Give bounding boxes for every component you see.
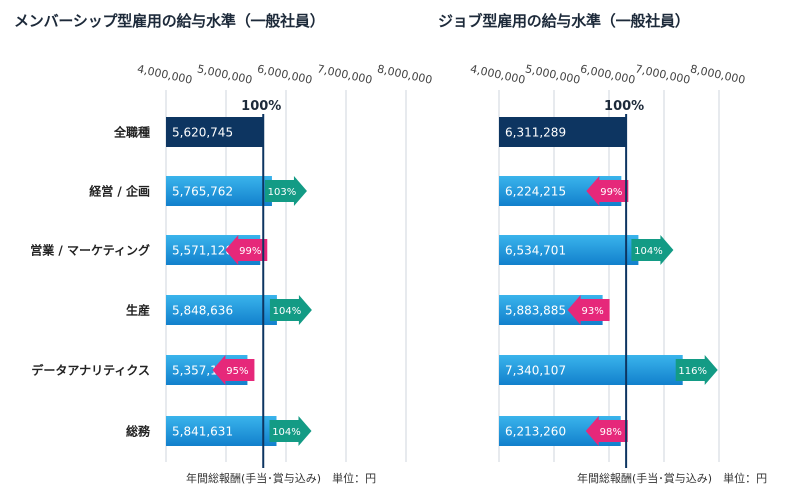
- reference-label: 100%: [604, 99, 644, 114]
- value-label-4: 7,340,107: [505, 364, 566, 378]
- x-tick-label-1: 5,000,000: [196, 62, 253, 86]
- bar-5: [166, 416, 277, 446]
- category-label-3: 生産: [126, 303, 150, 318]
- value-label-0: 5,620,745: [172, 126, 233, 140]
- value-label-2: 5,571,128: [172, 244, 233, 258]
- arrow-up-icon-3: [269, 295, 312, 325]
- ratio-label-2: 99%: [239, 246, 261, 257]
- bar-0: [166, 117, 264, 147]
- value-label-1: 6,224,215: [505, 185, 566, 199]
- category-label-2: 営業 / マーケティング: [30, 243, 150, 258]
- arrow-up-icon-2: [631, 235, 674, 265]
- chart-membership: 4,000,000 5,000,000 6,000,000 7,000,000 8,00…: [30, 62, 433, 468]
- ratio-label-2: 104%: [634, 246, 663, 257]
- x-tick-label-3: 7,000,000: [634, 62, 691, 86]
- unit-note-job: 年間総報酬(手当･賞与込み) 単位：円: [577, 472, 768, 485]
- category-label-5: 総務: [126, 424, 151, 439]
- arrow-up-icon-1: [264, 176, 307, 206]
- reference-label: 100%: [241, 99, 281, 114]
- bar-1: [166, 176, 272, 206]
- arrow-down-icon-1: [586, 176, 629, 206]
- value-label-5: 6,213,260: [505, 425, 566, 439]
- arrow-down-icon-5: [585, 416, 628, 446]
- x-tick-label-3: 7,000,000: [316, 62, 373, 86]
- value-label-1: 5,765,762: [172, 185, 233, 199]
- x-tick-label-0: 4,000,000: [469, 62, 526, 86]
- chart-title-job: ジョブ型雇用の給与水準（一般社員）: [438, 12, 690, 30]
- unit-note-membership: 年間総報酬(手当･賞与込み) 単位：円: [186, 472, 377, 485]
- x-tick-label-2: 6,000,000: [579, 62, 636, 86]
- category-label-4: データアナリティクス: [31, 363, 150, 378]
- x-tick-label-0: 4,000,000: [136, 62, 193, 86]
- arrow-down-icon-4: [212, 355, 255, 385]
- ratio-label-1: 103%: [268, 187, 297, 198]
- arrow-down-icon-2: [225, 235, 268, 265]
- x-tick-label-4: 8,000,000: [689, 62, 746, 86]
- value-label-3: 5,883,885: [505, 304, 566, 318]
- ratio-label-3: 93%: [581, 306, 603, 317]
- chart-job: 4,000,0005,000,0006,000,0007,000,0008,00…: [469, 62, 746, 468]
- ratio-label-4: 95%: [226, 366, 248, 377]
- bar-4: [499, 355, 683, 385]
- bar-0: [499, 117, 627, 147]
- x-tick-label-1: 5,000,000: [524, 62, 581, 86]
- value-label-5: 5,841,631: [172, 425, 233, 439]
- ratio-label-5: 104%: [272, 427, 301, 438]
- chart-title-membership: メンバーシップ型雇用の給与水準（一般社員）: [14, 12, 325, 30]
- x-tick-label-2: 6,000,000: [256, 62, 313, 86]
- ratio-label-1: 99%: [600, 187, 622, 198]
- category-label-0: 全職種: [113, 125, 150, 140]
- value-label-3: 5,848,636: [172, 304, 233, 318]
- ratio-label-4: 116%: [678, 366, 707, 377]
- arrow-up-icon-5: [269, 416, 312, 446]
- x-tick-label-4: 8,000,000: [376, 62, 433, 86]
- bar-2: [499, 235, 639, 265]
- arrow-up-icon-4: [675, 355, 718, 385]
- ratio-label-3: 104%: [273, 306, 302, 317]
- category-label-1: 経営 / 企画: [89, 184, 150, 199]
- arrow-down-icon-3: [567, 295, 610, 325]
- ratio-label-5: 98%: [600, 427, 622, 438]
- bar-3: [166, 295, 277, 325]
- value-label-0: 6,311,289: [505, 126, 566, 140]
- value-label-2: 6,534,701: [505, 244, 566, 258]
